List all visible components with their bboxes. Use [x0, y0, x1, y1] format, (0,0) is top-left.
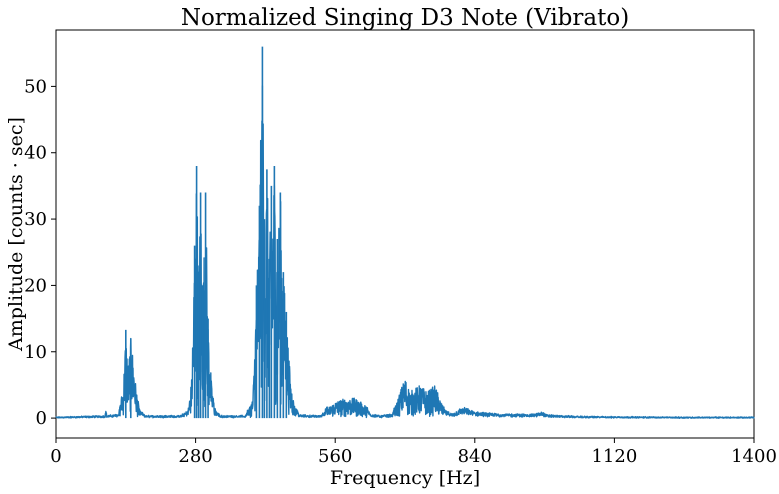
spectrum-line	[56, 86, 754, 418]
y-tick-label: 10	[24, 342, 47, 363]
y-tick-label: 40	[24, 143, 47, 164]
y-axis-ticks: 0 10 20 30 40 50	[24, 76, 56, 429]
x-tick-label: 1400	[731, 446, 777, 467]
chart-title: Normalized Singing D3 Note (Vibrato)	[181, 5, 629, 31]
x-axis-label: Frequency [Hz]	[330, 467, 480, 489]
x-tick-label: 0	[50, 446, 61, 467]
y-axis-label: Amplitude [counts · sec]	[5, 117, 27, 352]
series-spectrum	[56, 47, 754, 419]
x-tick-label: 280	[178, 446, 212, 467]
y-tick-label: 20	[24, 275, 47, 296]
y-tick-label: 50	[24, 76, 47, 97]
x-tick-label: 1120	[591, 446, 637, 467]
y-tick-label: 30	[24, 209, 47, 230]
plot-area-frame	[56, 30, 754, 438]
x-tick-label: 840	[458, 446, 492, 467]
y-tick-label: 0	[36, 408, 47, 429]
x-axis-ticks: 0 280 560 840 1120 1400	[50, 438, 777, 467]
x-tick-label: 560	[318, 446, 352, 467]
